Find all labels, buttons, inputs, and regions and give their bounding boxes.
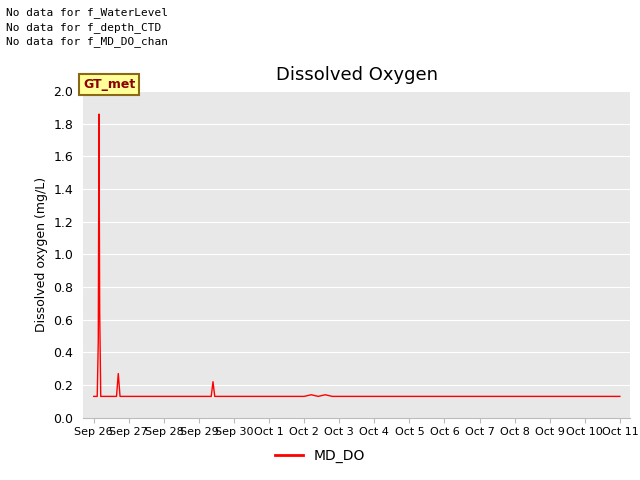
Text: GT_met: GT_met: [83, 78, 136, 91]
Legend: MD_DO: MD_DO: [269, 443, 371, 468]
Title: Dissolved Oxygen: Dissolved Oxygen: [276, 66, 438, 84]
Text: No data for f_depth_CTD: No data for f_depth_CTD: [6, 22, 162, 33]
Text: No data for f_MD_DO_chan: No data for f_MD_DO_chan: [6, 36, 168, 47]
Text: No data for f_WaterLevel: No data for f_WaterLevel: [6, 7, 168, 18]
Y-axis label: Dissolved oxygen (mg/L): Dissolved oxygen (mg/L): [35, 177, 48, 332]
